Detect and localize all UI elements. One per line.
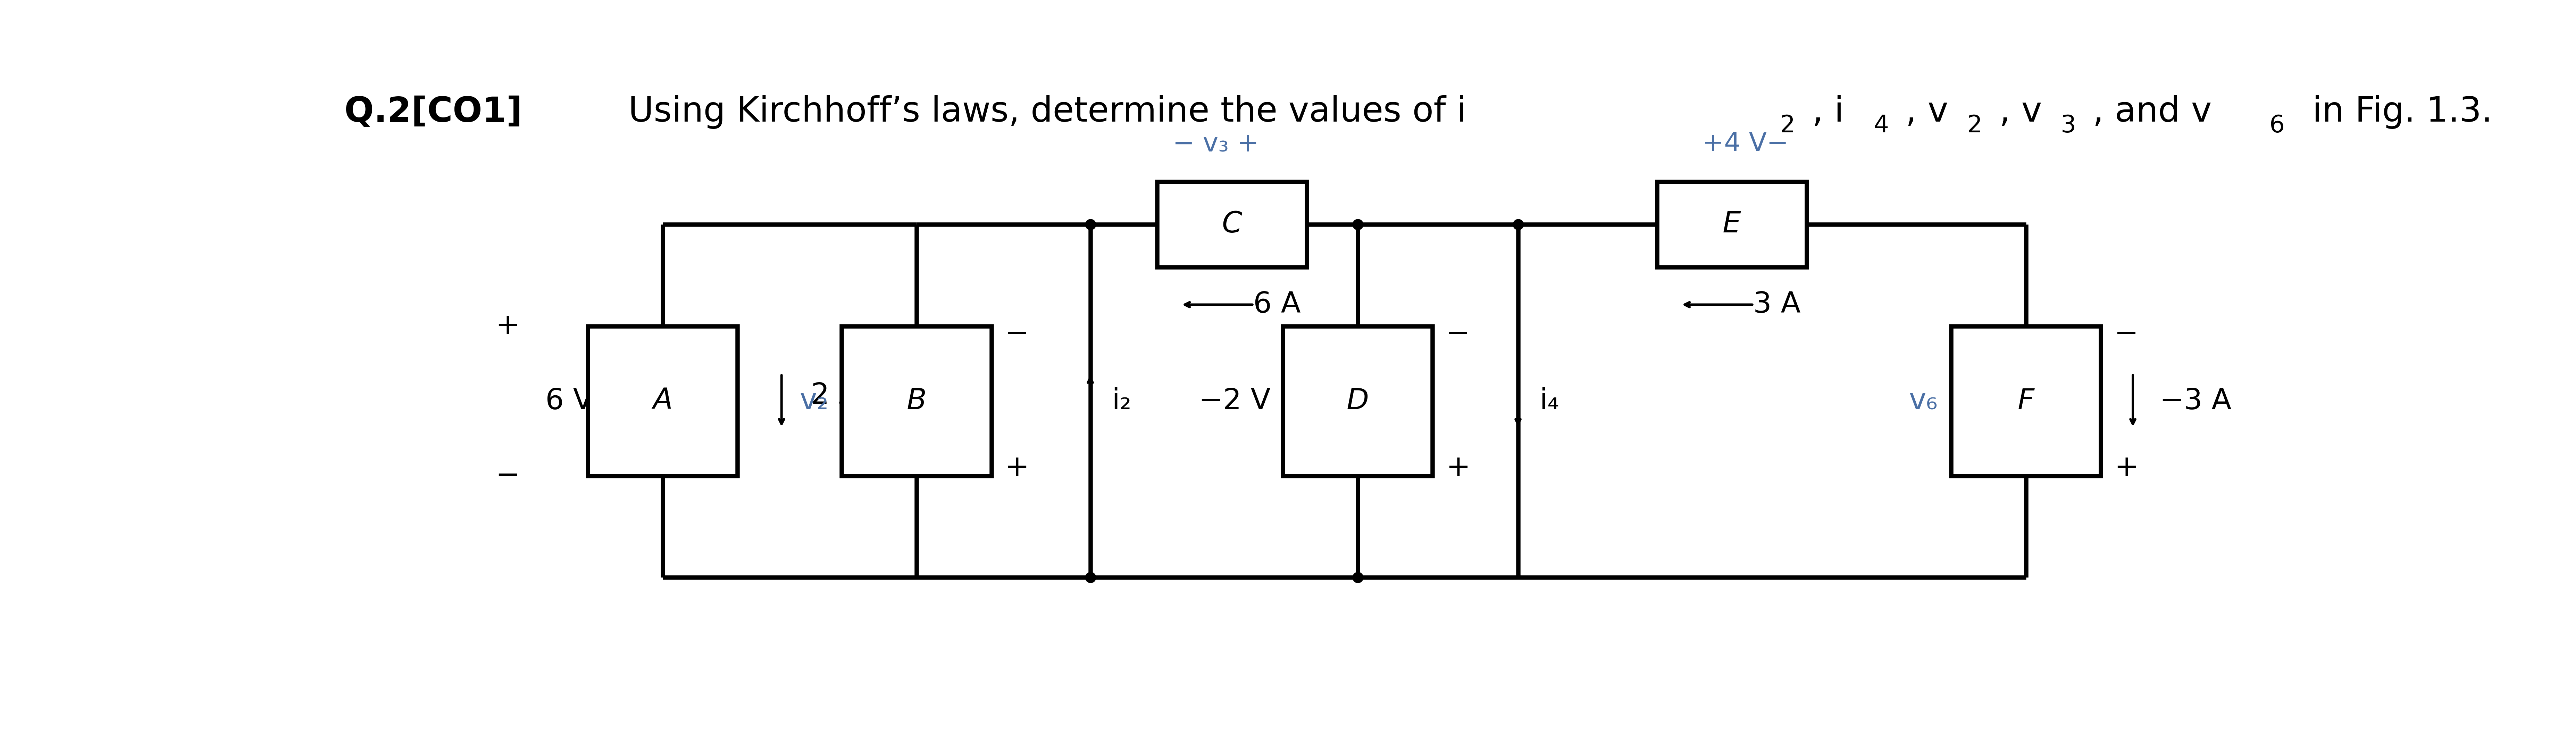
Text: 2: 2 [1780,114,1795,137]
Text: −3 A: −3 A [2159,387,2231,415]
Text: 2: 2 [1968,114,1984,137]
Text: , v: , v [1999,95,2043,129]
Text: +: + [495,312,520,340]
Text: +: + [1005,454,1028,482]
Bar [587,326,737,476]
Text: , and v: , and v [2092,95,2213,129]
Text: Using Kirchhoff’s laws, determine the values of i: Using Kirchhoff’s laws, determine the va… [618,95,1466,129]
Text: E: E [1723,210,1741,238]
Text: 3 A: 3 A [1754,290,1801,319]
Text: 6: 6 [2269,114,2285,137]
Text: 3: 3 [2061,114,2076,137]
Text: , i: , i [1811,95,1844,129]
Text: −: − [2115,320,2138,348]
Text: i₄: i₄ [1540,387,1558,415]
Bar [1283,326,1432,476]
Text: Q.2[CO1]: Q.2[CO1] [345,95,523,129]
Text: −: − [1445,320,1471,348]
Text: 6 V: 6 V [546,387,592,415]
Text: D: D [1347,387,1368,415]
Text: B: B [907,387,927,415]
Text: 2 A: 2 A [811,381,858,410]
Text: A: A [652,387,672,415]
Text: C: C [1221,210,1242,238]
Text: +4 V−: +4 V− [1703,131,1788,157]
Text: in Fig. 1.3.: in Fig. 1.3. [2300,95,2494,129]
Bar [842,326,992,476]
Text: +: + [1445,454,1471,482]
Text: − v₃ +: − v₃ + [1172,131,1260,157]
Text: +: + [2115,454,2138,482]
Bar [1656,182,1806,268]
Text: v₆: v₆ [1909,387,1937,415]
Text: 6 A: 6 A [1255,290,1301,319]
Text: i₂: i₂ [1113,387,1131,415]
Text: , v: , v [1906,95,1947,129]
Bar [1950,326,2102,476]
Text: −: − [495,462,520,490]
Text: F: F [2017,387,2035,415]
Bar [1157,182,1306,268]
Text: −2 V: −2 V [1198,387,1270,415]
Text: −: − [1005,320,1028,348]
Text: 4: 4 [1873,114,1888,137]
Text: v₂: v₂ [799,387,829,415]
